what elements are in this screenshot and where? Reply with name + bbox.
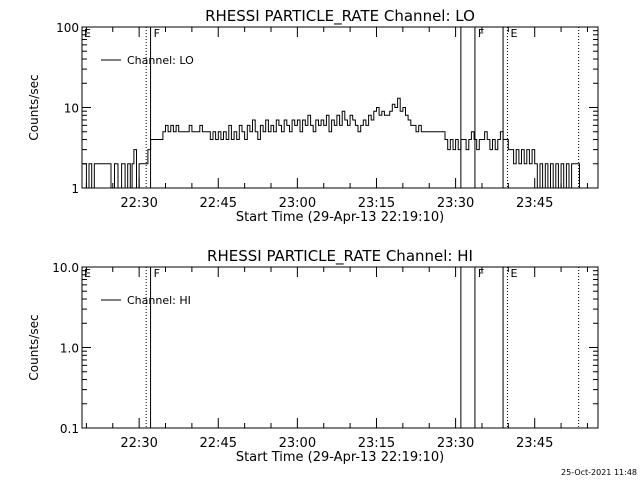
legend-label: Channel: HI [127,294,191,307]
time-marker-label: E [510,267,517,280]
x-axis-label: Start Time (29-Apr-13 22:19:10) [236,210,444,225]
x-axis-label: Start Time (29-Apr-13 22:19:10) [236,450,444,465]
edge-marker-label: E [84,27,91,40]
x-tick-label: 22:30 [120,436,157,451]
y-axis-label: Counts/sec [27,314,41,380]
time-marker-label: E [510,27,517,40]
x-tick-label: 22:45 [200,436,237,451]
x-tick-label: 22:30 [120,196,157,211]
chart-title: RHESSI PARTICLE_RATE Channel: HI [207,247,473,266]
chart-panel-lo: RHESSI PARTICLE_RATE Channel: LO Counts/s… [27,7,599,225]
footer-timestamp: 25-Oct-2021 11:48 [561,468,637,477]
x-tick-label: 23:00 [279,436,316,451]
chart-panel-hi: RHESSI PARTICLE_RATE Channel: HI Counts/s… [27,247,599,465]
time-marker-label: F [478,267,484,280]
x-tick-label: 22:45 [200,196,237,211]
x-tick-label: 23:30 [437,436,474,451]
edge-marker-label: E [84,267,91,280]
x-tick-label: 23:45 [516,436,553,451]
y-tick-label: 10 [64,102,79,116]
time-marker-label: F [154,27,160,40]
y-tick-label: 0.1 [60,422,79,436]
legend-label: Channel: LO [127,54,194,67]
x-tick-label: 23:00 [279,196,316,211]
x-tick-label: 23:15 [358,196,395,211]
time-marker-label: F [154,267,160,280]
chart-title: RHESSI PARTICLE_RATE Channel: LO [205,7,475,26]
y-tick-label: 1.0 [60,342,79,356]
data-series-line [82,97,580,189]
x-tick-label: 23:15 [358,436,395,451]
time-marker-label: F [478,27,484,40]
y-axis-label: Counts/sec [27,74,41,140]
x-tick-label: 23:45 [516,196,553,211]
y-tick-label: 1 [71,182,79,196]
y-tick-label: 10.0 [52,261,79,275]
y-tick-label: 100 [56,21,79,35]
plot-frame [81,266,599,429]
x-tick-label: 23:30 [437,196,474,211]
